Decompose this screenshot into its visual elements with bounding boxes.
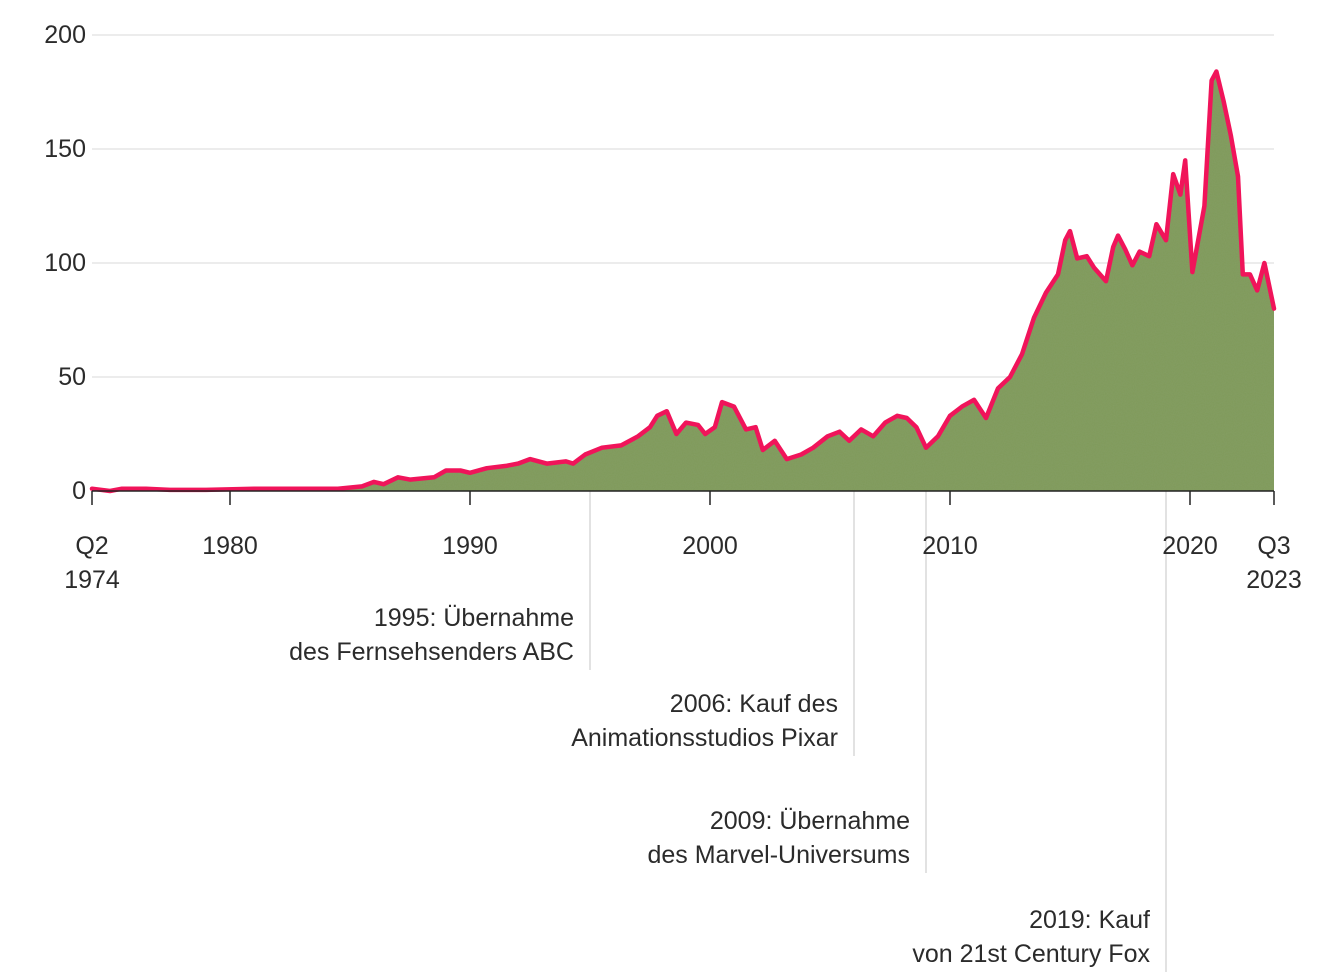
- annotation-text-2-0: 2009: Übernahme: [710, 807, 910, 835]
- annotations: 1995: Übernahme des Fernsehsenders ABC 200…: [289, 604, 1150, 968]
- annotation-leader-lines: [589, 491, 1167, 972]
- series-line: [89, 69, 1277, 494]
- series-area: [92, 71, 1274, 491]
- annotation-text-3-0: 2019: Kauf: [1029, 906, 1150, 934]
- x-tick-label-1: 1980: [202, 532, 258, 560]
- y-tick-label-0: 0: [72, 477, 86, 505]
- annotation-text-1-1: Animationsstudios Pixar: [571, 724, 838, 752]
- x-tick-sublabel-6: 2023: [1246, 566, 1302, 594]
- x-tick-label-6: Q3: [1257, 532, 1290, 560]
- x-tick-label-4: 2010: [922, 532, 978, 560]
- x-tick-sublabel-0: 1974: [64, 566, 120, 594]
- x-tick-label-3: 2000: [682, 532, 738, 560]
- annotation-text-3-1: von 21st Century Fox: [912, 940, 1150, 968]
- x-tick-label-2: 1990: [442, 532, 498, 560]
- x-axis-ticks: Q2 1974 1980 1990 2000 2010 2020 Q3 2023: [64, 491, 1302, 594]
- y-tick-label-100: 100: [44, 249, 86, 277]
- x-tick-label-0: Q2: [75, 532, 108, 560]
- annotation-text-1-0: 2006: Kauf des: [670, 690, 838, 718]
- annotation-text-0-0: 1995: Übernahme: [374, 604, 574, 632]
- y-tick-label-150: 150: [44, 135, 86, 163]
- y-tick-label-200: 200: [44, 21, 86, 49]
- x-tick-label-5: 2020: [1162, 532, 1218, 560]
- annotation-text-0-1: des Fernsehsenders ABC: [289, 638, 574, 666]
- y-tick-label-50: 50: [58, 363, 86, 391]
- y-axis-tick-labels: 0 50 100 150 200: [44, 21, 86, 505]
- annotation-text-2-1: des Marvel-Universums: [647, 841, 910, 869]
